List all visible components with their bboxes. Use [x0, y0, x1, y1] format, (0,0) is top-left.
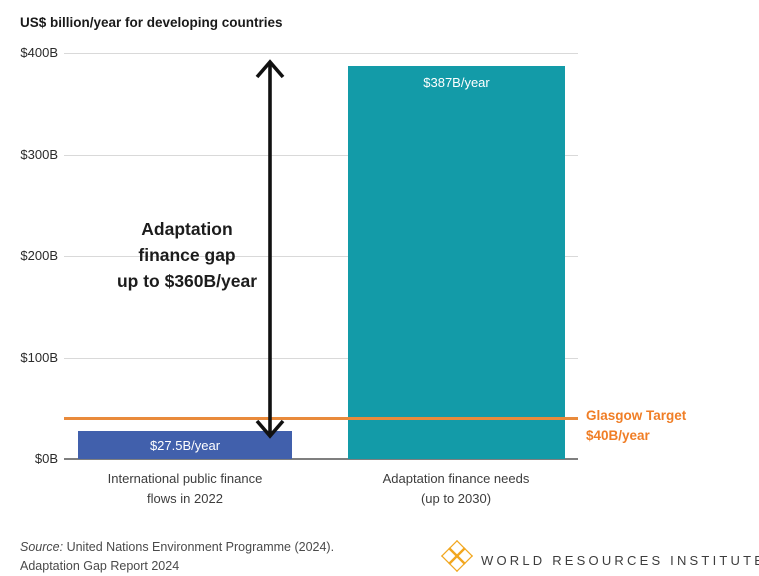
- bar-value-label: $387B/year: [423, 75, 490, 90]
- y-tick-label: $200B: [20, 248, 58, 263]
- gap-annotation-line3: up to $360B/year: [116, 271, 258, 291]
- gridline: [64, 458, 578, 460]
- source-text: United Nations Environment Programme (20…: [66, 540, 335, 554]
- glasgow-target-line: [64, 417, 578, 420]
- glasgow-target-label-line1: Glasgow Target: [586, 408, 687, 423]
- wri-logo: WORLD RESOURCES INSTITUTE: [441, 540, 759, 572]
- gap-annotation-line1: Adaptation: [141, 219, 233, 239]
- source-note: Source: United Nations Environment Progr…: [20, 538, 334, 576]
- category-label-line: flows in 2022: [147, 491, 223, 506]
- category-label-line: (up to 2030): [420, 491, 492, 506]
- source-line1: Source: United Nations Environment Progr…: [20, 538, 334, 557]
- category-label-line: Adaptation finance needs: [382, 471, 530, 486]
- chart-title: US$ billion/year for developing countrie…: [20, 15, 283, 30]
- gap-annotation: Adaptation finance gap up to $360B/year: [84, 216, 290, 294]
- source-line2: Adaptation Gap Report 2024: [20, 559, 180, 573]
- y-tick-label: $0B: [34, 451, 58, 466]
- gridline: [64, 53, 578, 54]
- category-label-line: International public finance: [107, 471, 263, 486]
- gridline: [64, 154, 578, 156]
- source-prefix: Source:: [20, 540, 64, 554]
- glasgow-target-label: Glasgow Target $40B/year: [586, 406, 686, 446]
- gap-double-arrow-icon: [255, 59, 285, 439]
- wri-logo-text: WORLD RESOURCES INSTITUTE: [481, 552, 759, 568]
- bar-adaptation-finance-needs: $387B/year: [348, 66, 565, 459]
- y-tick-label: $100B: [20, 349, 58, 365]
- wri-lattice-icon: [441, 540, 473, 572]
- category-label-public-finance: International public finance flows in 20…: [65, 469, 305, 509]
- category-label-finance-needs: Adaptation finance needs (up to 2030): [336, 469, 576, 509]
- gap-annotation-line2: finance gap: [138, 245, 236, 265]
- y-tick-label: $400B: [20, 45, 58, 60]
- y-tick-label: $300B: [20, 146, 58, 162]
- bar-value-label: $27.5B/year: [149, 437, 221, 453]
- glasgow-target-label-line2: $40B/year: [586, 428, 650, 443]
- gridline: [64, 357, 578, 359]
- gridline: [64, 256, 578, 257]
- bar-public-finance-flows: $27.5B/year: [78, 431, 292, 459]
